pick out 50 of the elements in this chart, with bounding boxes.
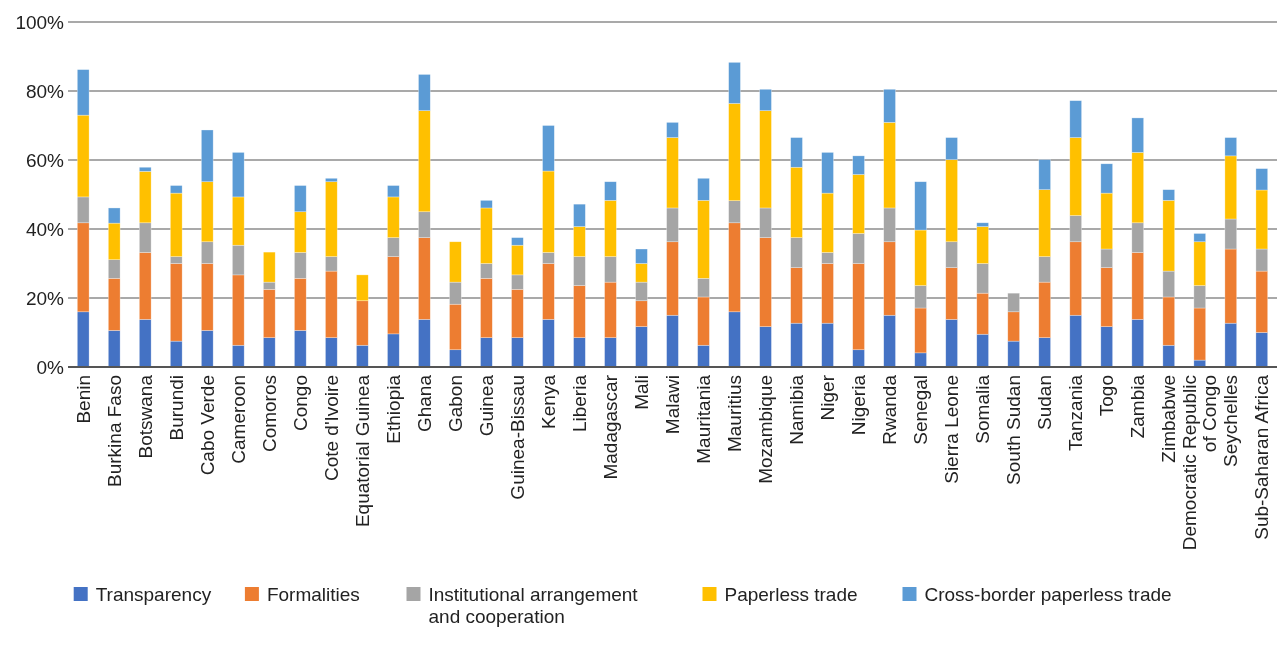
y-tick-label: 60%	[25, 149, 65, 171]
x-tick-label: Sub-Saharan Africa	[1251, 374, 1273, 540]
legend-label: Formalities	[266, 583, 360, 605]
x-tick-label: Togo	[1096, 375, 1118, 417]
x-tick-label: Cabo Verde	[196, 375, 218, 476]
x-tick-label: Somalia	[972, 374, 994, 444]
x-tick-label: Kenya	[538, 374, 560, 429]
x-tick-label: Senegal	[910, 375, 932, 445]
x-tick-label: Cote d'Ivoire	[320, 375, 342, 482]
x-tick-label: Seychelles	[1220, 375, 1242, 467]
x-tick-label: Sudan	[1034, 375, 1056, 430]
x-tick-label: Nigeria	[848, 374, 870, 436]
x-tick-label: Malawi	[662, 375, 684, 435]
y-tick-label: 100%	[15, 11, 65, 33]
x-tick-label: Gabon	[445, 375, 467, 433]
x-tick-label: Comoros	[258, 375, 280, 453]
x-tick-label: Equatorial Guinea	[351, 374, 373, 528]
x-tick-label: Namibia	[786, 374, 808, 445]
x-tick-label: Burundi	[165, 375, 187, 441]
x-tick-label: Ethiopia	[383, 374, 405, 444]
y-tick-label: 40%	[25, 218, 65, 240]
x-tick-label: Niger	[817, 374, 839, 421]
x-tick-label: Mali	[631, 375, 653, 410]
x-tick-label: Rwanda	[879, 374, 901, 445]
legend-label: Institutional arrangement and cooperation	[428, 583, 639, 628]
x-tick-label: Zambia	[1127, 374, 1149, 439]
legend-label: Paperless trade	[724, 583, 858, 605]
x-tick-label: Guinea	[476, 374, 498, 437]
x-tick-label: Madagascar	[600, 374, 622, 480]
x-tick-label: Sierra Leone	[941, 375, 963, 484]
x-tick-label: Botswana	[134, 374, 156, 459]
x-tick-label: Tanzania	[1065, 374, 1087, 452]
x-tick-label: Guinea-Bissau	[507, 375, 529, 500]
x-tick-label: Mauritius	[724, 375, 746, 453]
legend-label: Cross-border paperless trade	[924, 583, 1172, 605]
x-tick-label: Mozambique	[755, 375, 777, 484]
x-tick-label: Benin	[72, 375, 94, 424]
x-tick-label: Burkina Faso	[103, 375, 125, 487]
x-tick-label: Democratic Republic of Congo	[1179, 375, 1221, 551]
x-tick-label: South Sudan	[1003, 375, 1025, 485]
x-tick-label: Cameroon	[227, 375, 249, 464]
x-tick-label: Ghana	[414, 374, 436, 433]
x-tick-label: Mauritania	[693, 374, 715, 464]
x-tick-label: Liberia	[569, 374, 591, 433]
y-tick-label: 20%	[25, 287, 65, 309]
legend-label: Transparency	[95, 583, 212, 605]
y-tick-label: 80%	[25, 80, 65, 102]
y-tick-label: 0%	[36, 356, 65, 378]
x-tick-label: Congo	[289, 375, 311, 431]
x-tick-label: Zimbabwe	[1158, 375, 1180, 463]
